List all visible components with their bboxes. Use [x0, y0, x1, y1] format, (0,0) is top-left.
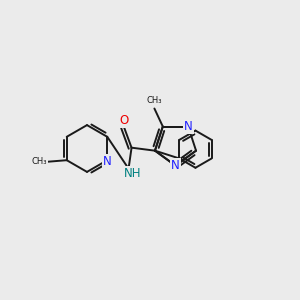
Text: N: N	[171, 159, 180, 172]
Text: S: S	[171, 159, 180, 172]
Text: O: O	[119, 114, 129, 127]
Text: CH₃: CH₃	[147, 96, 162, 105]
Text: NH: NH	[123, 167, 141, 180]
Text: N: N	[103, 155, 112, 168]
Text: N: N	[184, 120, 193, 133]
Text: CH₃: CH₃	[32, 157, 47, 166]
